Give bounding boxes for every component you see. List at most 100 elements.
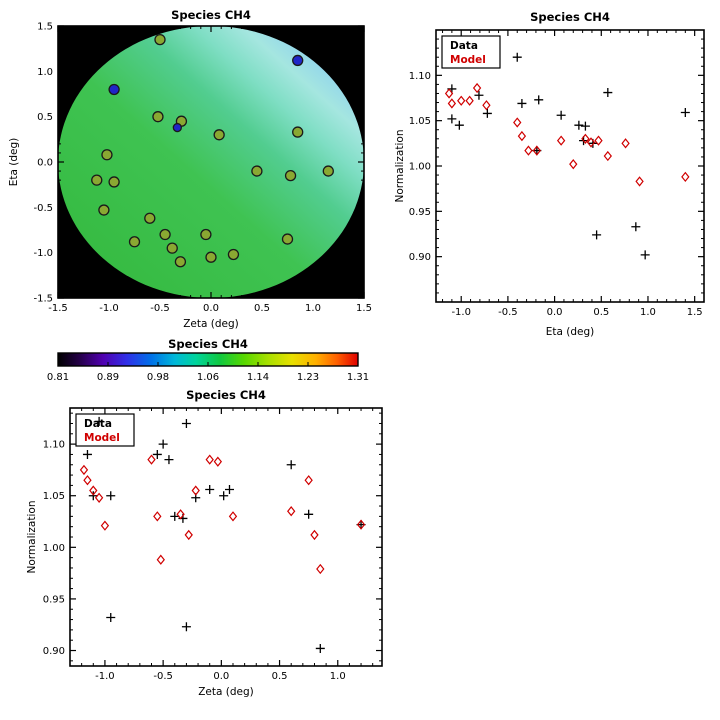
y-tick-label: 0.95	[43, 594, 65, 605]
map-axes: -1.5 -1.0 -0.5 0.0 0.5 1.0 1.5 -1.5 -1.0 -0.5 0.0 0…	[33, 22, 371, 315]
map-source-point	[281, 233, 294, 245]
legend-data-label: Data	[84, 418, 112, 430]
map-source-point	[101, 149, 113, 161]
map-source-point	[159, 228, 171, 241]
data-point-plus	[88, 491, 98, 501]
model-point-diamond	[594, 135, 603, 146]
y-tick-label: 1.5	[37, 22, 53, 33]
x-tick-label: 1.0	[330, 671, 346, 682]
x-tick-label: -0.5	[153, 671, 173, 682]
model-point-diamond	[213, 456, 223, 467]
data-point-plus	[534, 95, 544, 105]
x-tick-label: 1.0	[640, 307, 656, 318]
colorbar: 0.81 0.89 0.98 1.06 1.14 1.23 1.31 Species CH4	[47, 337, 369, 383]
map-plot: -1.5 -1.0 -0.5 0.0 0.5 1.0 1.5 -1.5 -1.0 -0.5 0.0 0…	[8, 8, 372, 330]
x-tick-label: -0.5	[150, 303, 170, 314]
model-point-diamond	[184, 529, 193, 541]
eta-title: Species CH4	[530, 10, 610, 24]
data-point-plus	[315, 643, 325, 653]
data-point-plus	[181, 622, 191, 632]
model-point-diamond	[586, 137, 596, 148]
data-point-plus	[164, 455, 174, 465]
y-tick-label: 1.05	[409, 116, 431, 127]
model-point-diamond	[556, 135, 566, 146]
model-point-diamond	[681, 171, 690, 183]
zeta-legend: Data Model	[75, 413, 135, 447]
panel-colorbar: 0.81 0.89 0.98 1.06 1.14 1.23 1.31 Species CH4	[6, 336, 382, 386]
map-source-point	[172, 122, 182, 133]
data-point-plus	[603, 88, 613, 98]
data-point-plus	[170, 511, 180, 521]
data-point-plus	[447, 114, 457, 124]
data-point-plus	[680, 108, 690, 118]
zeta-ylabel: Normalization	[26, 501, 38, 574]
data-point-plus	[640, 250, 650, 260]
eta-markers	[444, 52, 690, 260]
map-source-point	[213, 129, 225, 141]
x-tick-label: 0.5	[272, 671, 288, 682]
model-point-diamond	[356, 519, 366, 530]
legend-model-label: Model	[450, 54, 486, 66]
data-point-plus	[517, 98, 527, 108]
x-tick-label: 0.5	[254, 303, 270, 314]
data-point-plus	[574, 120, 584, 130]
legend-box	[441, 35, 501, 69]
map-source-point	[91, 174, 103, 186]
data-point-plus	[592, 230, 602, 240]
model-point-diamond	[100, 520, 110, 531]
x-tick-label: -0.5	[498, 307, 518, 318]
y-tick-label: -0.5	[33, 203, 53, 214]
data-point-plus	[158, 439, 168, 449]
y-tick-label: 1.10	[409, 71, 431, 82]
model-point-diamond	[472, 82, 482, 94]
model-point-diamond	[156, 554, 165, 565]
data-point-plus	[482, 108, 492, 118]
map-source-point	[292, 126, 304, 138]
model-point-diamond	[304, 475, 313, 486]
model-point-diamond	[287, 506, 296, 517]
eta-ylabel: Normalization	[394, 130, 406, 203]
zeta-markers	[79, 416, 366, 653]
zeta-axes: -1.0 -0.5 0.0 0.5 1.0 0.90 0.95 1.00 1.05 1.10	[43, 407, 383, 682]
model-point-diamond	[524, 145, 533, 156]
zeta-xlabel: Zeta (deg)	[198, 686, 254, 698]
data-point-plus	[580, 121, 590, 131]
data-point-plus	[454, 120, 464, 130]
data-point-plus	[286, 460, 296, 470]
map-source-point	[292, 54, 304, 67]
data-point-plus	[631, 222, 641, 232]
data-point-plus	[152, 449, 162, 459]
model-point-diamond	[89, 485, 98, 496]
map-source-point	[152, 111, 164, 123]
data-point-plus	[512, 52, 522, 62]
data-point-plus	[474, 90, 484, 100]
map-source-point	[227, 248, 240, 261]
x-tick-label: 0.0	[547, 307, 563, 318]
data-point-plus	[304, 509, 314, 519]
y-tick-label: 0.0	[37, 158, 53, 169]
model-point-diamond	[228, 511, 238, 522]
colorbar-tick-label: 0.98	[147, 372, 169, 383]
panel-map: -1.5 -1.0 -0.5 0.0 0.5 1.0 1.5 -1.5 -1.0 -0.5 0.0 0…	[6, 6, 382, 332]
map-source-point	[108, 176, 120, 188]
panel-eta-scatter: -1.0 -0.5 0.0 0.5 1.0 1.5 0.90 0.95 1.00 1.05 1.10…	[392, 6, 716, 346]
x-tick-label: 1.5	[687, 307, 703, 318]
map-source-point	[166, 242, 178, 254]
zeta-title: Species CH4	[186, 388, 266, 402]
model-point-diamond	[316, 563, 325, 575]
map-source-point	[144, 212, 156, 224]
model-point-diamond	[444, 88, 454, 99]
model-point-diamond	[603, 150, 612, 162]
map-source-point	[174, 256, 187, 268]
map-source-point	[128, 236, 141, 248]
x-tick-label: 0.5	[593, 307, 609, 318]
map-source-point	[200, 228, 212, 241]
model-point-diamond	[176, 509, 185, 520]
legend-data-label: Data	[450, 40, 478, 52]
legend-box	[75, 413, 135, 447]
y-tick-label: 1.00	[409, 162, 431, 173]
y-tick-label: 1.0	[37, 67, 53, 78]
model-point-diamond	[581, 133, 590, 144]
model-point-diamond	[457, 95, 466, 106]
map-source-point	[322, 165, 334, 177]
